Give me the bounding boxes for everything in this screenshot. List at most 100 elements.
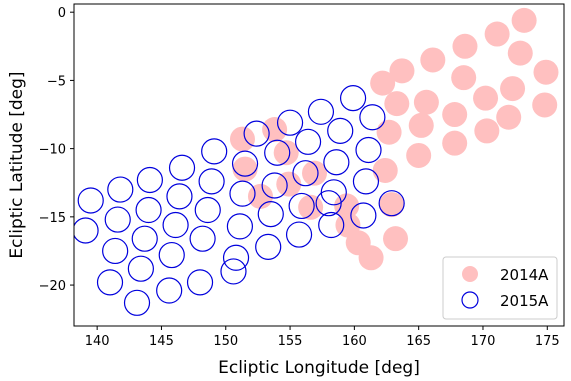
data-point-2015a <box>378 190 405 217</box>
data-point-2015a <box>220 258 247 285</box>
data-point-2014a <box>232 156 258 182</box>
data-point-2015a <box>135 196 162 224</box>
y-tick-label: −5 <box>47 74 66 89</box>
data-point-2015a <box>320 179 347 206</box>
data-point-2014a <box>376 119 402 145</box>
data-point-2014a <box>533 59 559 85</box>
data-point-2015a <box>350 202 377 229</box>
y-axis: 0 −5 −10 −15 −20 <box>39 6 74 294</box>
legend-marker-2014a <box>462 266 478 282</box>
data-point-2014a <box>276 171 302 197</box>
x-tick-label: 150 <box>213 334 238 349</box>
data-point-2015a <box>104 206 131 233</box>
data-point-2014a <box>301 160 327 186</box>
y-tick-label: 0 <box>58 6 66 21</box>
data-point-2015a <box>339 85 367 112</box>
data-point-2015a <box>222 244 250 271</box>
data-point-2014a <box>474 118 500 144</box>
data-point-2015a <box>285 221 313 248</box>
y-axis-label: Ecliptic Latitude [deg] <box>7 71 27 258</box>
x-axis: 140 145 150 155 160 165 170 175 <box>85 326 560 349</box>
data-point-2015a <box>255 233 282 260</box>
data-point-2014a <box>451 65 477 91</box>
x-tick-label: 145 <box>149 334 174 349</box>
data-point-2015a <box>194 196 221 224</box>
data-point-2015a <box>127 255 154 282</box>
series-2015a <box>74 85 405 316</box>
data-point-2014a <box>413 89 439 115</box>
data-point-2015a <box>231 150 259 177</box>
data-point-2015a <box>257 201 284 228</box>
data-point-2015a <box>107 176 134 203</box>
data-point-2015a <box>186 269 214 296</box>
x-tick-label: 170 <box>471 334 496 349</box>
data-point-2014a <box>370 70 396 96</box>
data-point-2015a <box>74 217 99 244</box>
data-point-2015a <box>123 289 151 316</box>
data-point-2015a <box>243 120 270 147</box>
data-point-2015a <box>77 187 104 214</box>
data-point-2014a <box>532 92 558 118</box>
data-point-2014a <box>384 91 410 117</box>
data-point-2015a <box>198 168 225 195</box>
data-point-2014a <box>273 140 299 166</box>
data-point-2014a <box>372 157 398 183</box>
data-point-2015a <box>359 104 386 131</box>
data-point-2015a <box>158 241 185 269</box>
data-points-layer <box>74 7 559 316</box>
data-point-2015a <box>226 213 254 240</box>
data-point-2015a <box>131 225 158 252</box>
data-point-2015a <box>327 117 354 144</box>
data-point-2015a <box>136 166 163 194</box>
data-point-2015a <box>318 211 345 239</box>
data-point-2014a <box>229 126 255 152</box>
data-point-2015a <box>96 269 124 296</box>
legend-label-2015a: 2015A <box>500 292 549 310</box>
data-point-2014a <box>442 130 468 156</box>
data-point-2014a <box>507 40 533 66</box>
data-point-2015a <box>102 237 129 265</box>
x-tick-label: 155 <box>278 334 303 349</box>
data-point-2015a <box>201 138 228 165</box>
data-point-2014a <box>383 226 409 252</box>
data-point-2015a <box>294 128 322 155</box>
x-tick-label: 140 <box>85 334 110 349</box>
data-point-2014a <box>389 58 415 84</box>
legend-label-2014a: 2014A <box>500 266 549 284</box>
data-point-2015a <box>166 183 193 210</box>
data-point-2014a <box>500 76 526 102</box>
data-point-2014a <box>484 21 510 47</box>
data-point-2015a <box>168 154 196 181</box>
data-point-2015a <box>292 160 319 187</box>
data-point-2015a <box>189 225 216 252</box>
data-point-2014a <box>262 117 288 143</box>
data-point-2014a <box>298 194 324 220</box>
plot-frame <box>73 3 565 327</box>
y-tick-label: −15 <box>39 211 66 226</box>
data-point-2015a <box>264 139 291 166</box>
y-tick-label: −20 <box>39 279 66 294</box>
data-point-2015a <box>229 180 256 207</box>
data-point-2014a <box>406 142 432 168</box>
data-point-2014a <box>358 245 384 271</box>
data-point-2014a <box>496 104 522 130</box>
data-point-2015a <box>355 136 382 164</box>
data-point-2015a <box>323 149 350 176</box>
data-point-2015a <box>315 190 342 217</box>
data-point-2014a <box>420 47 446 73</box>
x-tick-label: 165 <box>406 334 431 349</box>
data-point-2014a <box>442 102 468 128</box>
series-2014a <box>229 7 559 271</box>
x-tick-label: 175 <box>535 334 560 349</box>
data-point-2014a <box>408 112 434 138</box>
x-axis-label: Ecliptic Longitude [deg] <box>218 358 420 378</box>
data-point-2015a <box>307 98 335 125</box>
plot-clip-area <box>74 7 559 316</box>
data-point-2014a <box>452 33 478 59</box>
data-point-2015a <box>261 172 288 199</box>
data-point-2015a <box>162 211 189 239</box>
data-point-2014a <box>379 192 405 218</box>
y-tick-label: −10 <box>39 143 66 158</box>
data-point-2014a <box>473 85 499 111</box>
